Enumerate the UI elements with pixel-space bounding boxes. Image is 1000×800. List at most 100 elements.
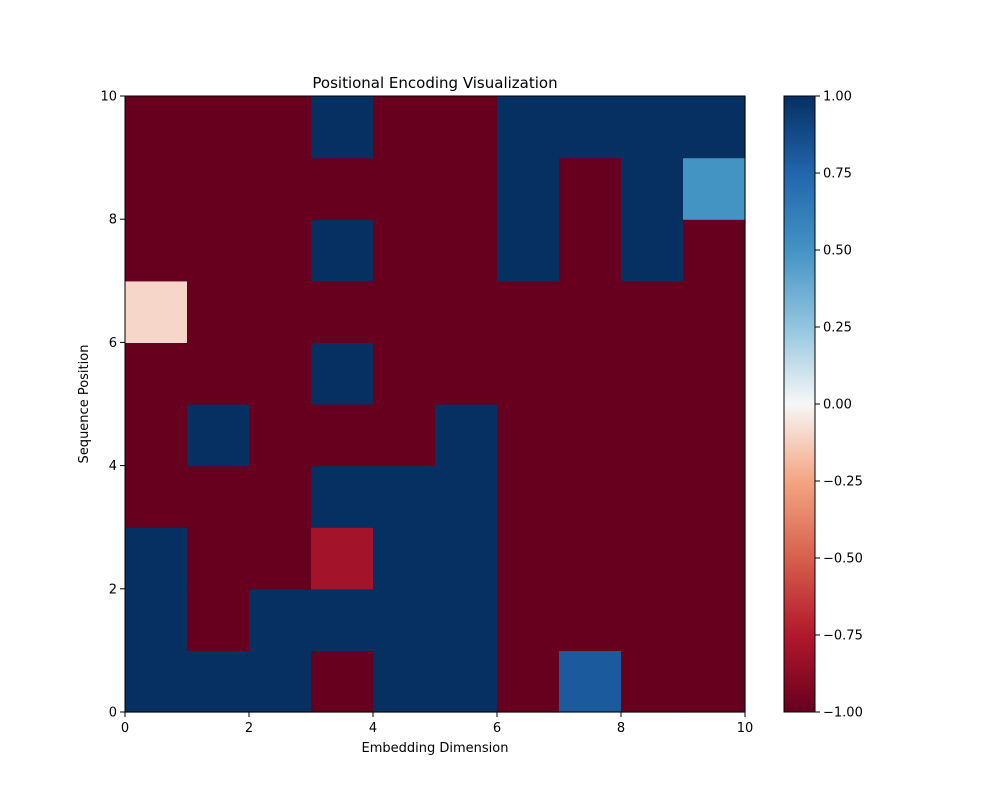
heatmap-cell xyxy=(311,342,374,405)
heatmap-cell xyxy=(249,157,312,220)
heatmap-cell xyxy=(559,157,622,220)
heatmap-cell xyxy=(621,650,684,713)
heatmap-cell xyxy=(497,219,560,282)
colorbar-tick-label: 0.00 xyxy=(823,398,852,413)
heatmap-cell xyxy=(187,465,250,528)
heatmap-cell xyxy=(373,404,436,467)
heatmap-cell xyxy=(621,404,684,467)
heatmap-cell xyxy=(435,157,498,220)
heatmap-cell xyxy=(249,280,312,343)
x-axis-ticks: 0 2 4 6 8 10 xyxy=(121,712,753,736)
y-axis-ticks: 0 2 4 6 8 10 xyxy=(100,90,125,721)
heatmap-cell xyxy=(187,404,250,467)
heatmap-cell xyxy=(435,650,498,713)
heatmap-cell xyxy=(435,280,498,343)
colorbar-tick-label: 1.00 xyxy=(823,90,852,105)
y-tick-label: 4 xyxy=(109,459,117,474)
heatmap-cell xyxy=(187,588,250,651)
heatmap-cell xyxy=(683,280,746,343)
heatmap-cell xyxy=(683,465,746,528)
y-tick-label: 6 xyxy=(109,336,117,351)
x-tick-label: 0 xyxy=(121,721,129,736)
colorbar-tick-label: −0.50 xyxy=(823,552,863,567)
heatmap-cell xyxy=(125,465,188,528)
colorbar-tick-label: −0.25 xyxy=(823,475,863,490)
heatmap-cell xyxy=(497,650,560,713)
heatmap-cell xyxy=(559,96,622,159)
heatmap-cell xyxy=(373,219,436,282)
heatmap-cell xyxy=(559,588,622,651)
heatmap-cell xyxy=(373,465,436,528)
heatmap-cell xyxy=(559,465,622,528)
heatmap-cell xyxy=(249,650,312,713)
colorbar-tick-label: −0.75 xyxy=(823,629,863,644)
colorbar xyxy=(783,95,816,713)
heatmap-cell xyxy=(435,588,498,651)
heatmap-cell xyxy=(435,219,498,282)
heatmap-cell xyxy=(621,280,684,343)
colorbar-tick-label: 0.50 xyxy=(823,244,852,259)
heatmap-cell xyxy=(435,342,498,405)
heatmap-cell xyxy=(373,280,436,343)
heatmap-cell xyxy=(683,96,746,159)
heatmap-cell xyxy=(683,527,746,590)
heatmap-cell xyxy=(435,465,498,528)
heatmap-cell xyxy=(373,157,436,220)
heatmap-cell xyxy=(311,280,374,343)
heatmap-cell xyxy=(559,342,622,405)
heatmap-cell xyxy=(497,465,560,528)
heatmap-cell xyxy=(373,527,436,590)
x-tick-label: 4 xyxy=(369,721,377,736)
heatmap-cell xyxy=(435,404,498,467)
colorbar-tick-label: −1.00 xyxy=(823,706,863,721)
heatmap-cell xyxy=(311,157,374,220)
y-tick-label: 2 xyxy=(109,582,117,597)
heatmap-cell xyxy=(497,527,560,590)
heatmap-cell xyxy=(187,650,250,713)
heatmap-cell xyxy=(311,404,374,467)
heatmap-cell xyxy=(497,342,560,405)
heatmap-cell xyxy=(497,96,560,159)
y-tick-label: 8 xyxy=(109,213,117,228)
heatmap-cell xyxy=(683,588,746,651)
heatmap-cell xyxy=(373,650,436,713)
heatmap-cell xyxy=(125,157,188,220)
y-axis-label: Sequence Position xyxy=(77,345,92,464)
heatmap-cell xyxy=(683,342,746,405)
heatmap-cell xyxy=(187,96,250,159)
heatmap-cell xyxy=(125,588,188,651)
heatmap-cell xyxy=(497,280,560,343)
heatmap-cell xyxy=(311,650,374,713)
heatmap-cell xyxy=(683,157,746,220)
heatmap-cell xyxy=(125,280,188,343)
heatmap-cell xyxy=(621,342,684,405)
x-tick-label: 10 xyxy=(737,721,754,736)
heatmap-cell xyxy=(187,342,250,405)
heatmap-cell xyxy=(559,650,622,713)
heatmap-cell xyxy=(187,219,250,282)
heatmap-cell xyxy=(497,404,560,467)
heatmap-cell xyxy=(373,588,436,651)
heatmap-cell xyxy=(559,404,622,467)
colorbar-ticks: −1.00 −0.75 −0.50 −0.25 0.00 0.25 0.50 0.75 1.00 xyxy=(815,90,863,721)
x-axis-label: Embedding Dimension xyxy=(362,741,509,756)
heatmap-cell xyxy=(187,527,250,590)
heatmap-cell xyxy=(311,527,374,590)
heatmap-cell xyxy=(311,465,374,528)
heatmap-cell xyxy=(683,404,746,467)
heatmap-cell xyxy=(373,96,436,159)
heatmap-cell xyxy=(373,342,436,405)
heatmap-cell xyxy=(249,96,312,159)
heatmap-cell xyxy=(435,96,498,159)
y-tick-label: 0 xyxy=(109,706,117,721)
heatmap-cell xyxy=(125,342,188,405)
heatmap-cells xyxy=(125,96,746,713)
heatmap-cell xyxy=(249,527,312,590)
colorbar-tick-label: 0.75 xyxy=(823,167,852,182)
heatmap-cell xyxy=(249,404,312,467)
heatmap-cell xyxy=(559,280,622,343)
plot-frame xyxy=(124,95,746,713)
heatmap-cell xyxy=(249,465,312,528)
heatmap-cell xyxy=(621,588,684,651)
heatmap-cell xyxy=(621,96,684,159)
